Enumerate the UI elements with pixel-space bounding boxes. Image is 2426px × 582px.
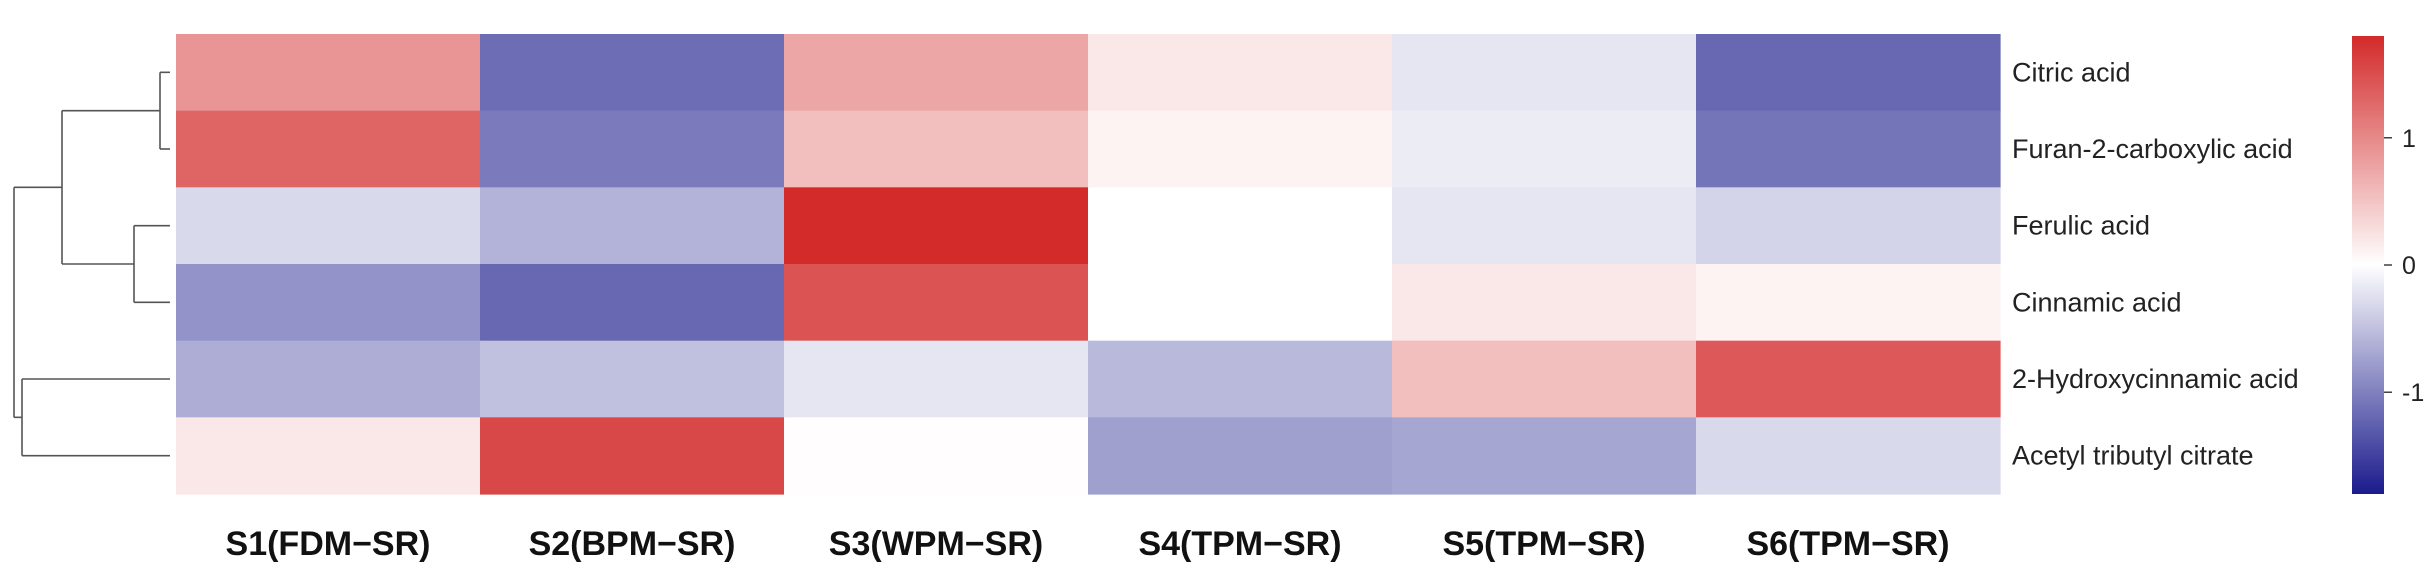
- column-label: S6(TPM−SR): [1746, 525, 1949, 563]
- heatmap-cell: [1696, 187, 2001, 265]
- heatmap-cell: [1392, 340, 1697, 418]
- row-label: Acetyl tributyl citrate: [2012, 441, 2254, 471]
- heatmap-cell: [1088, 110, 1393, 188]
- row-label: Ferulic acid: [2012, 211, 2150, 241]
- heatmap-cell: [1088, 187, 1393, 265]
- column-labels: S1(FDM−SR) S2(BPM−SR) S3(WPM−SR) S4(TPM−SR)…: [226, 525, 1950, 563]
- heatmap-cell: [784, 110, 1089, 188]
- heatmap-cell: [176, 187, 481, 265]
- colorbar-gradient: [2352, 36, 2384, 494]
- heatmap-cell: [1696, 340, 2001, 418]
- heatmap-cells: [176, 34, 2001, 495]
- column-label: S5(TPM−SR): [1442, 525, 1645, 563]
- row-label: 2-Hydroxycinnamic acid: [2012, 364, 2299, 394]
- colorbar: 1 0 -1: [2352, 36, 2424, 494]
- heatmap-cell: [784, 417, 1089, 495]
- heatmap-cell: [480, 110, 785, 188]
- row-label: Furan-2-carboxylic acid: [2012, 134, 2293, 164]
- heatmap-cell: [1392, 110, 1697, 188]
- column-label: S1(FDM−SR): [226, 525, 431, 563]
- heatmap-cell: [176, 110, 481, 188]
- heatmap-cell: [480, 340, 785, 418]
- heatmap-cell: [784, 187, 1089, 265]
- colorbar-tick-label: 0: [2402, 252, 2416, 280]
- heatmap-cell: [176, 417, 481, 495]
- heatmap-cell: [480, 264, 785, 342]
- heatmap-cell: [1088, 34, 1393, 112]
- heatmap-cell: [784, 264, 1089, 342]
- column-label: S2(BPM−SR): [529, 525, 736, 563]
- heatmap-cell: [1088, 417, 1393, 495]
- heatmap-cell: [784, 340, 1089, 418]
- heatmap-cell: [784, 34, 1089, 112]
- heatmap-cell: [1392, 34, 1697, 112]
- row-label: Cinnamic acid: [2012, 287, 2182, 317]
- column-label: S4(TPM−SR): [1138, 525, 1341, 563]
- row-label: Citric acid: [2012, 57, 2131, 87]
- heatmap-cell: [480, 417, 785, 495]
- heatmap-cell: [1088, 340, 1393, 418]
- heatmap-cell: [1696, 110, 2001, 188]
- row-dendrogram: [13, 71, 170, 457]
- heatmap-cell: [176, 34, 481, 112]
- heatmap-cell: [480, 187, 785, 265]
- heatmap-cell: [1088, 264, 1393, 342]
- colorbar-tick-label: -1: [2402, 379, 2424, 407]
- column-label: S3(WPM−SR): [829, 525, 1043, 563]
- heatmap-cell: [1696, 264, 2001, 342]
- heatmap-cell: [1696, 417, 2001, 495]
- heatmap-cell: [1392, 417, 1697, 495]
- heatmap-cell: [1696, 34, 2001, 112]
- heatmap-cell: [1392, 187, 1697, 265]
- heatmap-cell: [176, 264, 481, 342]
- colorbar-tick-label: 1: [2402, 125, 2416, 153]
- heatmap-cell: [1392, 264, 1697, 342]
- heatmap-cell: [176, 340, 481, 418]
- row-labels: Citric acid Furan-2-carboxylic acid Feruli…: [2012, 57, 2299, 470]
- heatmap-cell: [480, 34, 785, 112]
